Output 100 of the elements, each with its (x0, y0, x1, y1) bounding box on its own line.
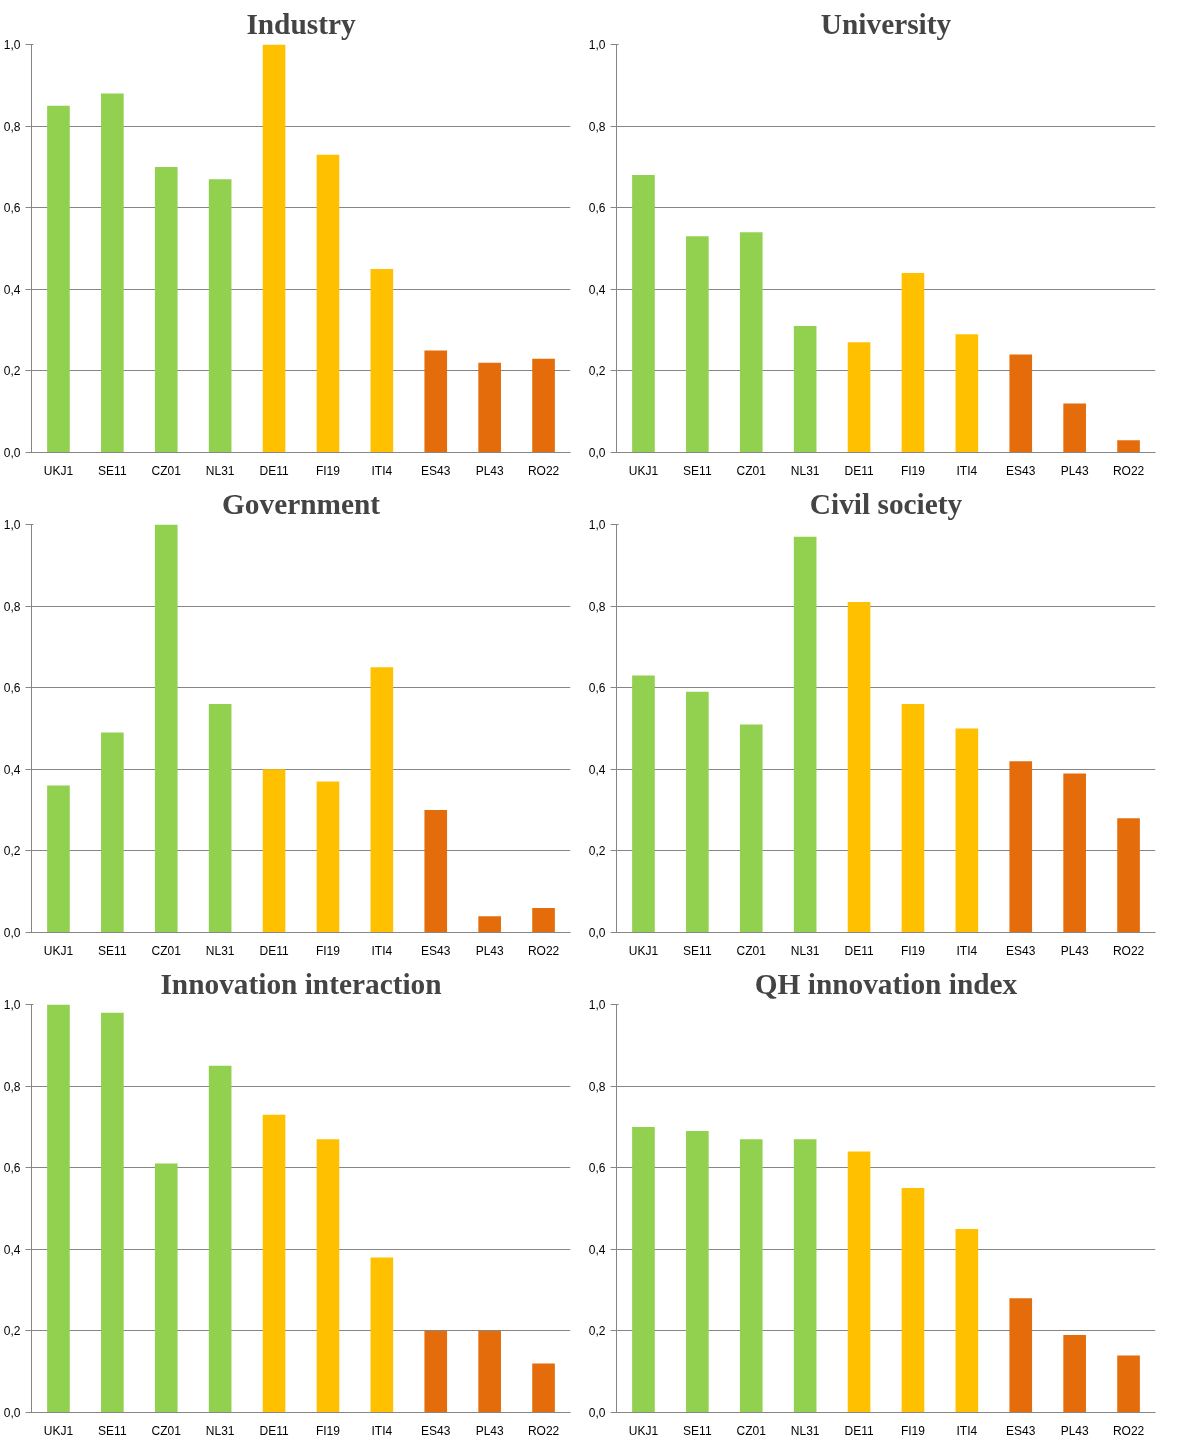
x-tick-label: NL31 (205, 943, 235, 958)
x-tick-label: ITI4 (371, 1423, 393, 1438)
x-tick-label: UKJ1 (628, 943, 659, 958)
y-tick-label: 0,2 (588, 1324, 606, 1339)
y-tick-label: 0,0 (588, 1406, 606, 1420)
x-tick-label: UKJ1 (43, 463, 74, 478)
x-tick-label: ES43 (1006, 1423, 1036, 1438)
y-tick-label: 0,0 (3, 446, 21, 460)
y-tick-label: 0,8 (588, 119, 606, 134)
x-tick-label: ES43 (1006, 943, 1036, 958)
x-tick-label: UKJ1 (628, 1423, 659, 1438)
x-tick-label: CZ01 (151, 463, 182, 478)
y-tick-label: 0,4 (3, 1242, 21, 1257)
x-tick-label: FI19 (315, 943, 341, 958)
chart-title: University (820, 7, 952, 40)
y-tick-label: 0,0 (588, 446, 606, 460)
x-tick-label: RO22 (527, 943, 560, 958)
y-tick-label: 0,6 (588, 681, 606, 696)
y-tick-label: 1,0 (3, 38, 21, 52)
x-tick-label: RO22 (527, 1423, 560, 1438)
x-tick-label: PL43 (1060, 463, 1089, 478)
x-tick-label: FI19 (900, 943, 926, 958)
chart-title: QH innovation index (754, 967, 1018, 1000)
y-tick-label: 0,4 (588, 1242, 606, 1257)
x-tick-label: NL31 (205, 1423, 235, 1438)
y-tick-label: 0,4 (3, 282, 21, 297)
x-tick-label: CZ01 (151, 1423, 182, 1438)
x-tick-label: FI19 (315, 463, 341, 478)
y-tick-label: 0,8 (3, 1079, 21, 1094)
y-tick-label: 0,8 (588, 599, 606, 614)
x-tick-label: ES43 (1006, 463, 1036, 478)
y-tick-label: 0,6 (3, 201, 21, 216)
x-tick-label: RO22 (1112, 1423, 1145, 1438)
x-tick-label: FI19 (900, 1423, 926, 1438)
y-tick-label: 0,6 (3, 1161, 21, 1176)
y-tick-label: 0,4 (3, 762, 21, 777)
x-tick-label: DE11 (844, 943, 874, 958)
x-tick-label: RO22 (527, 463, 560, 478)
y-tick-label: 1,0 (588, 998, 606, 1012)
x-tick-label: ES43 (421, 943, 451, 958)
x-tick-label: NL31 (790, 463, 820, 478)
y-tick-label: 0,8 (3, 119, 21, 134)
x-tick-label: RO22 (1112, 463, 1145, 478)
x-tick-label: PL43 (1060, 1423, 1089, 1438)
y-tick-label: 0,2 (588, 364, 606, 379)
y-tick-label: 1,0 (3, 518, 21, 532)
x-tick-label: ITI4 (371, 463, 393, 478)
y-tick-label: 0,4 (588, 282, 606, 297)
y-tick-label: 0,0 (3, 926, 21, 940)
x-tick-label: FI19 (315, 1423, 341, 1438)
y-tick-label: 1,0 (588, 518, 606, 532)
x-tick-label: ES43 (421, 463, 451, 478)
x-tick-label: SE11 (98, 1423, 127, 1438)
x-tick-label: NL31 (205, 463, 235, 478)
y-tick-label: 0,2 (3, 844, 21, 859)
x-tick-label: PL43 (475, 1423, 504, 1438)
x-tick-label: SE11 (683, 1423, 712, 1438)
x-tick-label: ITI4 (371, 943, 393, 958)
x-tick-label: DE11 (259, 943, 289, 958)
y-tick-label: 0,6 (588, 1161, 606, 1176)
y-tick-label: 0,6 (3, 681, 21, 696)
x-tick-label: SE11 (98, 463, 127, 478)
x-tick-label: UKJ1 (43, 1423, 74, 1438)
x-tick-label: NL31 (790, 943, 820, 958)
x-tick-label: SE11 (683, 943, 712, 958)
x-tick-label: ITI4 (956, 1423, 978, 1438)
y-tick-label: 0,2 (588, 844, 606, 859)
x-tick-label: DE11 (844, 1423, 874, 1438)
chart-title: Innovation interaction (160, 967, 442, 1000)
x-tick-label: PL43 (475, 943, 504, 958)
x-tick-label: ES43 (421, 1423, 451, 1438)
x-tick-label: UKJ1 (43, 943, 74, 958)
y-tick-label: 0,0 (3, 1406, 21, 1420)
x-tick-label: DE11 (259, 463, 289, 478)
x-tick-label: DE11 (259, 1423, 289, 1438)
x-tick-label: SE11 (683, 463, 712, 478)
y-tick-label: 0,2 (3, 1324, 21, 1339)
x-tick-label: CZ01 (736, 943, 767, 958)
y-tick-label: 0,6 (588, 201, 606, 216)
x-tick-label: NL31 (790, 1423, 820, 1438)
chart-title: Industry (246, 7, 356, 40)
x-tick-label: PL43 (1060, 943, 1089, 958)
y-tick-label: 0,0 (588, 926, 606, 940)
x-tick-label: CZ01 (736, 463, 767, 478)
x-tick-label: FI19 (900, 463, 926, 478)
y-tick-label: 1,0 (3, 998, 21, 1012)
x-tick-label: CZ01 (151, 943, 182, 958)
chart-title: Government (221, 487, 381, 520)
x-tick-label: SE11 (98, 943, 127, 958)
y-tick-label: 1,0 (588, 38, 606, 52)
y-tick-label: 0,2 (3, 364, 21, 379)
y-tick-label: 0,8 (588, 1079, 606, 1094)
x-tick-label: UKJ1 (628, 463, 659, 478)
y-tick-label: 0,4 (588, 762, 606, 777)
chart-title: Civil society (809, 487, 963, 520)
y-tick-label: 0,8 (3, 599, 21, 614)
x-tick-label: DE11 (844, 463, 874, 478)
x-tick-label: CZ01 (736, 1423, 767, 1438)
x-tick-label: ITI4 (956, 463, 978, 478)
x-tick-label: ITI4 (956, 943, 978, 958)
